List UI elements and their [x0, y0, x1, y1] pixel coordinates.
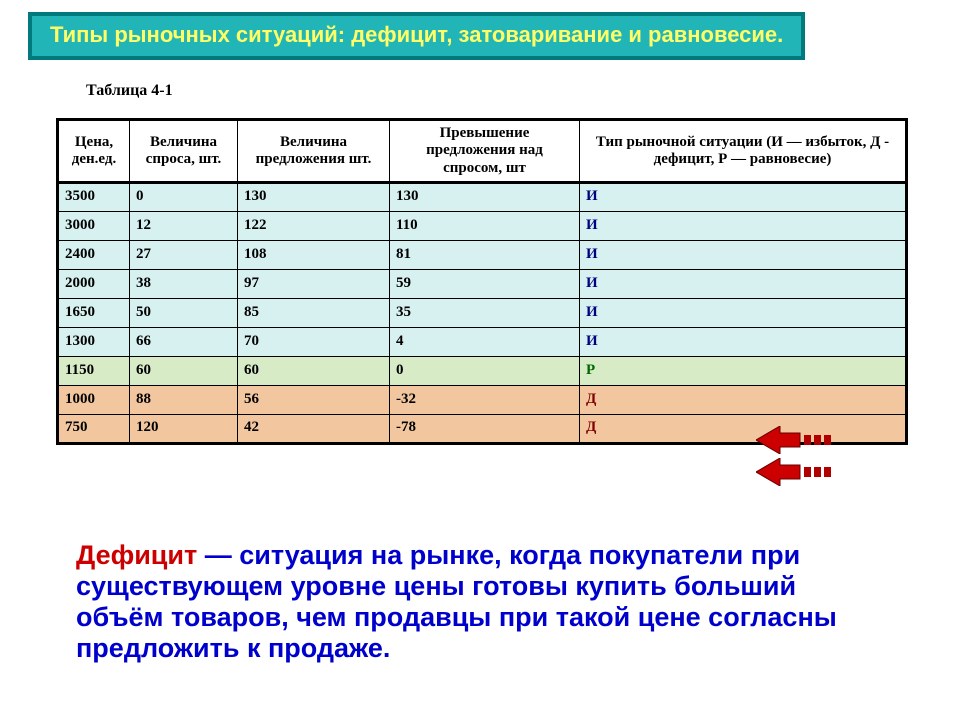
- cell-status: И: [580, 211, 907, 240]
- cell-status: И: [580, 182, 907, 211]
- cell-status: Р: [580, 356, 907, 385]
- cell-excess: 35: [390, 298, 580, 327]
- table-row: 130066704И: [58, 327, 907, 356]
- cell-status: И: [580, 327, 907, 356]
- cell-price: 2400: [58, 240, 130, 269]
- table-row: 35000130130И: [58, 182, 907, 211]
- cell-supply: 70: [238, 327, 390, 356]
- cell-supply: 85: [238, 298, 390, 327]
- cell-supply: 60: [238, 356, 390, 385]
- table-caption: Таблица 4-1: [86, 82, 173, 100]
- cell-excess: 130: [390, 182, 580, 211]
- table-row: 2000389759И: [58, 269, 907, 298]
- cell-status: Д: [580, 414, 907, 443]
- cell-demand: 50: [130, 298, 238, 327]
- cell-supply: 42: [238, 414, 390, 443]
- title-banner: Типы рыночных ситуаций: дефицит, затовар…: [28, 12, 805, 60]
- table-header: Цена, ден.ед. Величина спроса, шт. Велич…: [58, 120, 907, 183]
- definition-paragraph: Дефицит — ситуация на рынке, когда покуп…: [76, 540, 876, 664]
- cell-demand: 120: [130, 414, 238, 443]
- cell-excess: 4: [390, 327, 580, 356]
- cell-demand: 88: [130, 385, 238, 414]
- cell-supply: 56: [238, 385, 390, 414]
- cell-demand: 12: [130, 211, 238, 240]
- table-row: 10008856-32Д: [58, 385, 907, 414]
- header-price: Цена, ден.ед.: [58, 120, 130, 183]
- header-excess: Превышение предложения над спросом, шт: [390, 120, 580, 183]
- cell-supply: 108: [238, 240, 390, 269]
- cell-price: 3500: [58, 182, 130, 211]
- arrow-left-icon: [756, 426, 832, 454]
- cell-price: 750: [58, 414, 130, 443]
- cell-supply: 97: [238, 269, 390, 298]
- cell-status: И: [580, 269, 907, 298]
- arrow-left-icon: [756, 458, 832, 486]
- cell-demand: 38: [130, 269, 238, 298]
- header-type: Тип рыночной ситуации (И — избыток, Д - …: [580, 120, 907, 183]
- cell-supply: 130: [238, 182, 390, 211]
- header-supply: Величина предложения шт.: [238, 120, 390, 183]
- table-row: 1650508535И: [58, 298, 907, 327]
- cell-excess: -78: [390, 414, 580, 443]
- cell-excess: 110: [390, 211, 580, 240]
- cell-status: И: [580, 298, 907, 327]
- cell-price: 2000: [58, 269, 130, 298]
- cell-supply: 122: [238, 211, 390, 240]
- cell-price: 1150: [58, 356, 130, 385]
- table-row: 24002710881И: [58, 240, 907, 269]
- cell-excess: -32: [390, 385, 580, 414]
- market-situation-table: Цена, ден.ед. Величина спроса, шт. Велич…: [56, 118, 908, 445]
- cell-demand: 66: [130, 327, 238, 356]
- cell-price: 1300: [58, 327, 130, 356]
- cell-demand: 27: [130, 240, 238, 269]
- cell-status: Д: [580, 385, 907, 414]
- cell-demand: 0: [130, 182, 238, 211]
- definition-term: Дефицит: [76, 540, 197, 570]
- cell-excess: 0: [390, 356, 580, 385]
- cell-price: 1000: [58, 385, 130, 414]
- title-text: Типы рыночных ситуаций: дефицит, затовар…: [50, 22, 783, 47]
- header-demand: Величина спроса, шт.: [130, 120, 238, 183]
- table-row: 300012122110И: [58, 211, 907, 240]
- table-body: 35000130130И300012122110И24002710881И200…: [58, 182, 907, 443]
- table-row: 115060600Р: [58, 356, 907, 385]
- definition-dash: —: [197, 540, 239, 570]
- cell-demand: 60: [130, 356, 238, 385]
- cell-excess: 59: [390, 269, 580, 298]
- cell-excess: 81: [390, 240, 580, 269]
- cell-status: И: [580, 240, 907, 269]
- cell-price: 3000: [58, 211, 130, 240]
- cell-price: 1650: [58, 298, 130, 327]
